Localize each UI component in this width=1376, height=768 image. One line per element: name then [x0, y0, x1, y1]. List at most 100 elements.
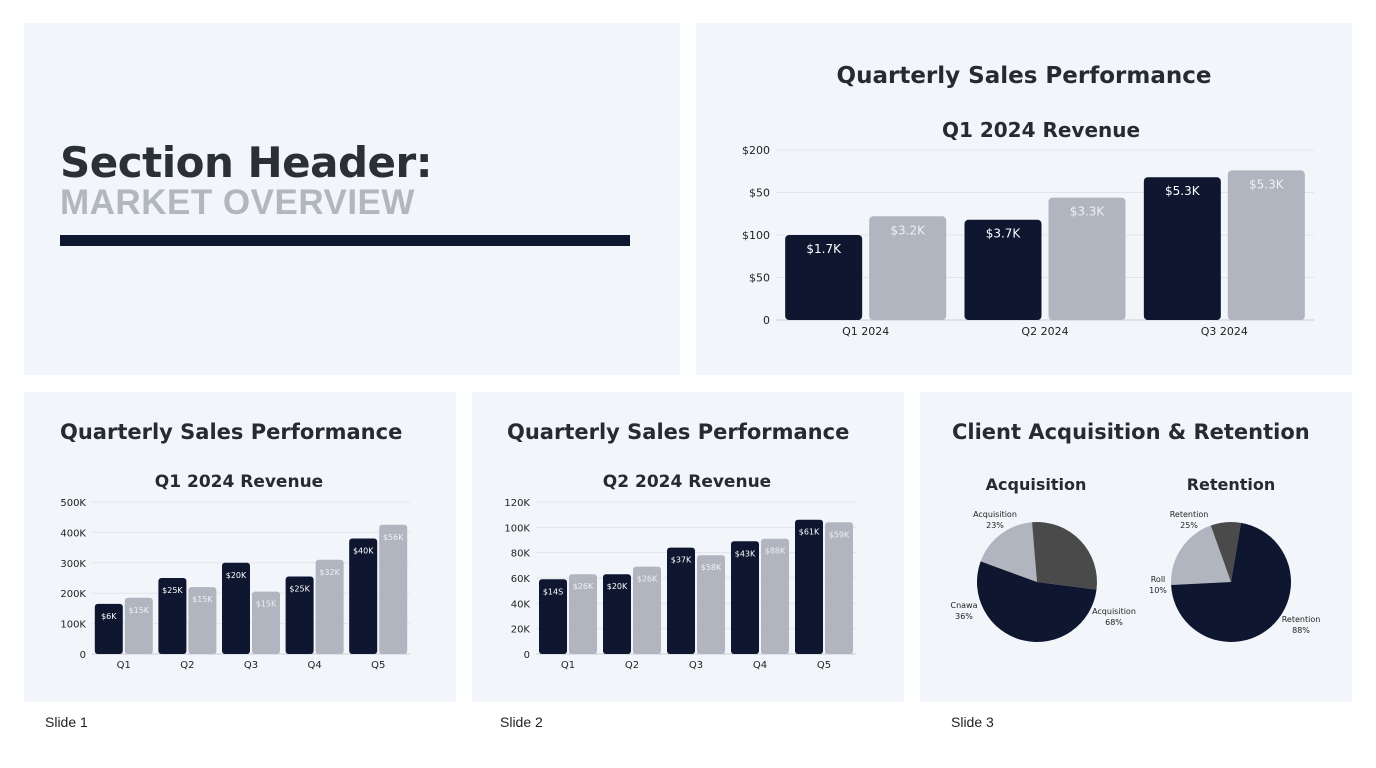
bar: [795, 519, 823, 654]
bar-data-label: $20K: [607, 582, 628, 591]
pie-slice-name: Cnawa: [950, 601, 977, 610]
bar: [667, 547, 695, 654]
pie-slice-percent: 10%: [1149, 586, 1167, 595]
bar-data-label: $59K: [829, 530, 850, 539]
bar-data-label: $3.2K: [890, 223, 926, 237]
pie-slice: [1171, 522, 1291, 642]
chart-title: Q1 2024 Revenue: [154, 472, 324, 492]
bar: [633, 566, 661, 654]
bar: [285, 576, 314, 654]
pie-slice: [1171, 525, 1231, 585]
bar-data-label: $61K: [799, 528, 820, 537]
section-subtitle: MARKET OVERVIEW: [60, 183, 415, 222]
section-title: Section Header:: [60, 138, 433, 187]
bar-data-label: $15K: [129, 606, 150, 615]
y-tick-label: $100: [742, 229, 770, 242]
y-tick-label: 0: [763, 314, 770, 327]
bar-chart-slide-1: 0 100K 200K 300K 400K 500K $6K $15K Q1 $25K $15K Q2…: [60, 498, 410, 671]
section-divider-bar: [60, 235, 630, 246]
slide-caption-2: Slide 2: [500, 714, 543, 730]
y-tick-label: 400K: [60, 528, 86, 539]
y-tick-label: 120K: [504, 498, 530, 509]
bar: [697, 555, 725, 654]
y-tick-label: 100K: [504, 523, 530, 534]
y-tick-label: 300K: [60, 559, 86, 570]
bar-data-label: $43K: [735, 549, 756, 558]
bar: [569, 574, 597, 654]
chart-title: Q1 2024 Revenue: [941, 118, 1141, 142]
pie-slice-percent: 88%: [1292, 626, 1310, 635]
slide-title: Quarterly Sales Performance: [507, 420, 850, 444]
bar-data-label: $5.3K: [1249, 177, 1285, 191]
bar: [349, 538, 378, 654]
x-tick-label: Q1 2024: [842, 325, 889, 338]
bar-data-label: $25K: [289, 584, 310, 593]
pie-slice: [980, 522, 1037, 582]
y-tick-label: 20K: [511, 625, 531, 636]
y-tick-label: 0: [80, 650, 86, 661]
pie-charts-slide-3: Acquisition 23% Cnawa 36% Acquisition 68% Rete…: [950, 510, 1321, 642]
bar: [1048, 197, 1126, 320]
x-tick-label: Q5: [817, 660, 831, 671]
bar: [222, 562, 250, 654]
y-tick-label: 0: [524, 650, 530, 661]
bar: [1227, 170, 1305, 320]
y-tick-label: $50: [749, 187, 770, 200]
slide-caption-3: Slide 3: [951, 714, 994, 730]
pie-slice-percent: 23%: [986, 521, 1004, 530]
x-tick-label: Q3: [244, 660, 258, 671]
x-tick-label: Q3 2024: [1201, 325, 1248, 338]
y-tick-label: 80K: [511, 549, 531, 560]
bar: [785, 235, 863, 320]
bar: [869, 216, 947, 320]
bar-data-label: $40K: [353, 546, 374, 555]
x-tick-label: Q2: [180, 660, 194, 671]
pie-slice-percent: 25%: [1180, 521, 1198, 530]
bar-data-label: $6K: [101, 612, 117, 621]
bar: [731, 541, 759, 654]
bar: [825, 522, 853, 654]
slide-2-thumbnail[interactable]: Quarterly Sales Performance Q2 2024 Reve…: [472, 392, 904, 702]
bar-data-label: $14S: [543, 587, 563, 596]
y-tick-label: 40K: [511, 599, 531, 610]
bar-data-label: $56K: [383, 533, 404, 542]
bar-data-label: $1.7K: [806, 242, 842, 256]
x-tick-label: Q2 2024: [1021, 325, 1068, 338]
y-tick-label: 100K: [60, 620, 86, 631]
y-tick-label: $200: [742, 144, 770, 157]
y-tick-label: 60K: [511, 574, 531, 585]
slide-3-thumbnail[interactable]: Client Acquisition & Retention Acquisiti…: [920, 392, 1352, 702]
bar: [188, 587, 217, 654]
x-tick-label: Q2: [625, 660, 639, 671]
section-header-slide[interactable]: Section Header: MARKET OVERVIEW: [24, 23, 680, 375]
bar: [252, 591, 280, 654]
pie-title-retention: Retention: [1186, 475, 1276, 494]
pie-title-acquisition: Acquisition: [985, 475, 1087, 494]
top-chart-slide[interactable]: Quarterly Sales Performance Q1 2024 Reve…: [696, 23, 1352, 375]
bar: [539, 579, 567, 654]
slide-title: Quarterly Sales Performance: [836, 63, 1212, 89]
slide-1-thumbnail[interactable]: Quarterly Sales Performance Q1 2024 Reve…: [24, 392, 456, 702]
pie-slice-name: Retention: [1282, 615, 1321, 624]
bar-data-label: $88K: [765, 547, 786, 556]
slide-caption-1: Slide 1: [45, 714, 88, 730]
pie-slice-name: Acquisition: [1092, 607, 1136, 616]
bar: [315, 559, 344, 654]
bar-data-label: $20K: [226, 571, 247, 580]
bar-data-label: $32K: [319, 568, 340, 577]
bar-data-label: $26K: [637, 575, 658, 584]
bar: [761, 538, 789, 654]
bar: [1143, 177, 1221, 320]
pie-slice-name: Roll: [1151, 575, 1166, 584]
bar-data-label: $3.3K: [1070, 205, 1106, 219]
y-tick-label: 500K: [60, 498, 86, 509]
x-tick-label: Q1: [561, 660, 575, 671]
pie-slice-name: Acquisition: [973, 510, 1017, 519]
y-tick-label: $50: [749, 272, 770, 285]
bar: [124, 597, 153, 654]
bar-data-label: $5.3K: [1165, 184, 1201, 198]
pie-slice: [1032, 522, 1097, 590]
x-tick-label: Q3: [689, 660, 703, 671]
slide-title: Quarterly Sales Performance: [60, 420, 403, 444]
bar-data-label: $26K: [573, 582, 594, 591]
